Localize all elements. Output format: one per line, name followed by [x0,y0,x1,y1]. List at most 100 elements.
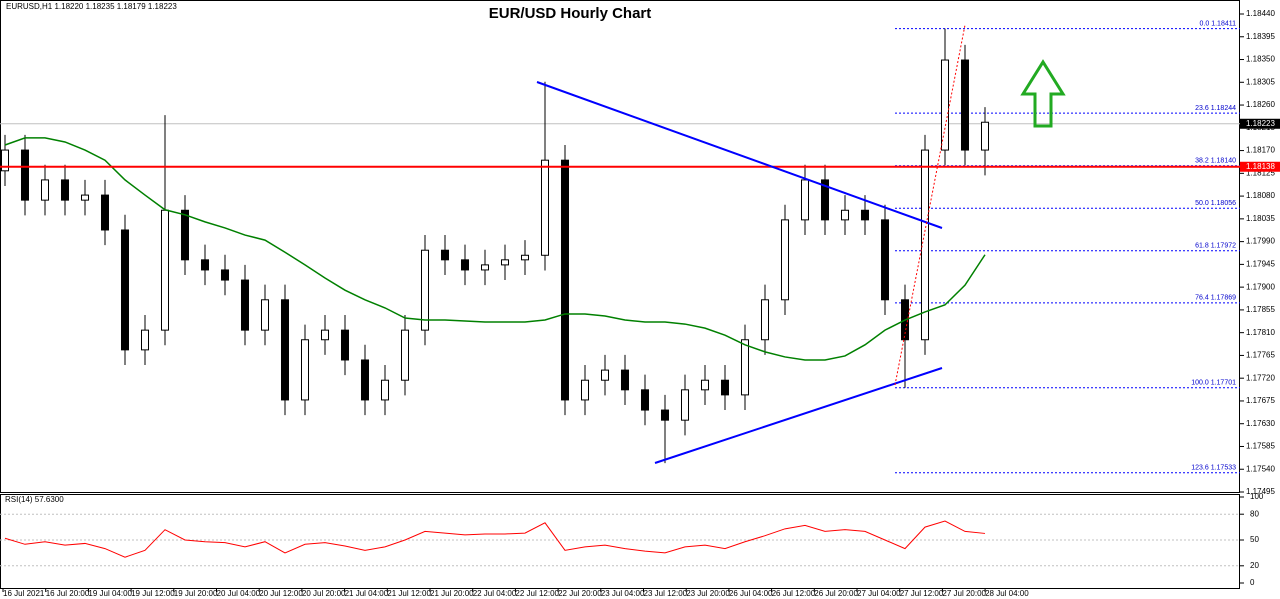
candle-body [241,279,249,331]
candle-body [121,229,129,351]
rsi-tick-label: 50 [1250,535,1259,544]
candle-body [601,369,609,381]
y-tick-label: 1.17765 [1246,351,1275,360]
candle-body [761,299,769,341]
x-tick-label: 23 Jul 12:00 [644,589,688,598]
candle-body [281,299,289,401]
y-tick-label: 1.17900 [1246,282,1275,291]
candle-body [681,389,689,421]
trend-line [536,81,943,229]
rsi-title: RSI(14) 57.6300 [5,495,64,504]
candle-body [181,209,189,261]
x-tick-label: 27 Jul 12:00 [900,589,944,598]
x-tick-label: 22 Jul 04:00 [473,589,517,598]
hline-label: 1.18138 [1246,162,1275,171]
x-tick-label: 20 Jul 12:00 [259,589,303,598]
candle-body [621,369,629,391]
x-tick-label: 16 Jul 20:00 [46,589,90,598]
x-tick-label: 27 Jul 04:00 [857,589,901,598]
fib-label: 23.6 1.18244 [1195,105,1236,112]
fib-label: 0.0 1.18411 [1200,21,1237,28]
candle-body [21,149,29,201]
candle-body [161,209,169,331]
candle-body [861,209,869,221]
x-tick-label: 28 Jul 04:00 [985,589,1029,598]
y-tick-label: 1.18395 [1246,32,1275,41]
chart-title: EUR/USD Hourly Chart [489,5,652,22]
x-tick-label: 23 Jul 20:00 [686,589,730,598]
candle-body [821,179,829,221]
y-tick-label: 1.17855 [1246,305,1275,314]
y-tick-label: 1.17720 [1246,373,1275,382]
candle-body [441,249,449,261]
rsi-tick-label: 20 [1250,561,1259,570]
fib-base-line [894,24,966,386]
x-tick-label: 26 Jul 20:00 [814,589,858,598]
x-tick-label: 20 Jul 04:00 [217,589,261,598]
candle-body [381,379,389,401]
x-tick-label: 22 Jul 12:00 [515,589,559,598]
rsi-tick-label: 0 [1250,578,1255,587]
y-tick-label: 1.18125 [1246,168,1275,177]
y-tick-label: 1.17540 [1246,464,1275,473]
fib-label: 123.6 1.17533 [1191,465,1236,472]
candle-body [541,159,549,256]
up-arrow [1020,59,1066,128]
candle-body [741,339,749,396]
candle-body [261,299,269,331]
candle-body [921,149,929,341]
candle-body [61,179,69,201]
rsi-tick-label: 100 [1250,492,1264,501]
candle-body [421,249,429,331]
fib-label: 50.0 1.18056 [1195,200,1236,207]
candle-body [341,329,349,361]
candle-body [141,329,149,351]
candle-body [401,329,409,381]
y-tick-label: 1.18305 [1246,77,1275,86]
candle-body [41,179,49,201]
candle-body [221,269,229,281]
x-tick-label: 22 Jul 20:00 [558,589,602,598]
y-tick-label: 1.17585 [1246,442,1275,451]
candle-body [561,159,569,401]
plot-layer: 1.18440 1.18395 1.18350 1.18305 1.18260 1.182… [0,9,1275,598]
x-tick-label: 20 Jul 20:00 [302,589,346,598]
main-panel [0,0,1240,493]
chart-header: EURUSD,H1 1.18220 1.18235 1.18179 1.1822… [6,2,177,11]
x-tick-label: 27 Jul 20:00 [942,589,986,598]
y-tick-label: 1.18440 [1246,9,1275,18]
current-label: 1.18223 [1246,119,1275,128]
y-tick-label: 1.18170 [1246,146,1275,155]
current-label-box [1240,118,1280,129]
candle-body [801,179,809,221]
x-tick-label: 16 Jul 2021 [3,589,45,598]
candle-body [81,194,89,201]
candle-body [1,149,9,172]
y-tick-label: 1.18260 [1246,100,1275,109]
x-tick-label: 19 Jul 04:00 [88,589,132,598]
rsi-panel [0,494,1240,589]
candle-body [521,254,529,261]
y-tick-label: 1.18350 [1246,55,1275,64]
candle-body [361,359,369,401]
candle-body [841,209,849,221]
candle-body [781,219,789,301]
candle-body [321,329,329,341]
candle-body [981,121,989,151]
candle-body [661,409,669,421]
moving-average [4,137,986,361]
candle-body [201,259,209,271]
x-tick-label: 26 Jul 04:00 [729,589,773,598]
y-tick-label: 1.18035 [1246,214,1275,223]
y-tick-label: 1.17945 [1246,259,1275,268]
rsi-line [4,520,986,558]
candle-body [461,259,469,271]
y-tick-label: 1.17495 [1246,487,1275,496]
x-tick-label: 19 Jul 20:00 [174,589,218,598]
candle-body [881,219,889,301]
candle-body [941,59,949,151]
x-tick-label: 21 Jul 12:00 [387,589,431,598]
hline-label-box [1240,161,1280,172]
y-tick-label: 1.17810 [1246,328,1275,337]
